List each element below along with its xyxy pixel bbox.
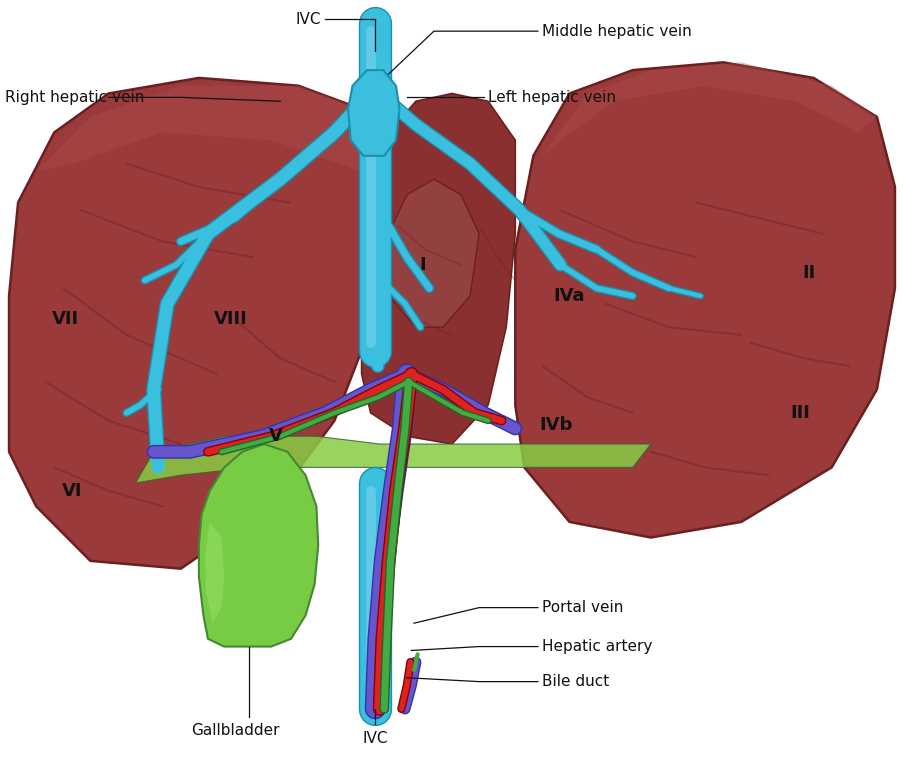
Text: Hepatic artery: Hepatic artery bbox=[542, 639, 652, 654]
Polygon shape bbox=[36, 86, 388, 171]
Polygon shape bbox=[361, 93, 515, 444]
Polygon shape bbox=[199, 444, 318, 647]
Text: Portal vein: Portal vein bbox=[542, 600, 623, 615]
Text: V: V bbox=[268, 427, 283, 446]
Text: VII: VII bbox=[51, 310, 79, 329]
Text: VIII: VIII bbox=[213, 310, 247, 329]
Text: Right hepatic vein: Right hepatic vein bbox=[5, 90, 144, 105]
Text: Middle hepatic vein: Middle hepatic vein bbox=[542, 23, 692, 39]
Text: IVb: IVb bbox=[539, 415, 572, 434]
Text: Gallbladder: Gallbladder bbox=[191, 723, 279, 738]
Text: III: III bbox=[789, 404, 809, 422]
Text: II: II bbox=[802, 263, 815, 282]
Text: Bile duct: Bile duct bbox=[542, 674, 609, 689]
Text: Left hepatic vein: Left hepatic vein bbox=[488, 90, 616, 105]
Polygon shape bbox=[9, 78, 388, 569]
Polygon shape bbox=[205, 522, 224, 623]
Text: VI: VI bbox=[62, 481, 82, 500]
Text: IVC: IVC bbox=[295, 12, 321, 27]
Text: I: I bbox=[419, 256, 426, 274]
Polygon shape bbox=[542, 62, 876, 156]
Polygon shape bbox=[348, 70, 399, 156]
Polygon shape bbox=[388, 179, 479, 327]
Text: IVC: IVC bbox=[362, 731, 387, 746]
Polygon shape bbox=[135, 436, 650, 483]
Polygon shape bbox=[515, 62, 894, 538]
Text: IVa: IVa bbox=[554, 287, 584, 305]
